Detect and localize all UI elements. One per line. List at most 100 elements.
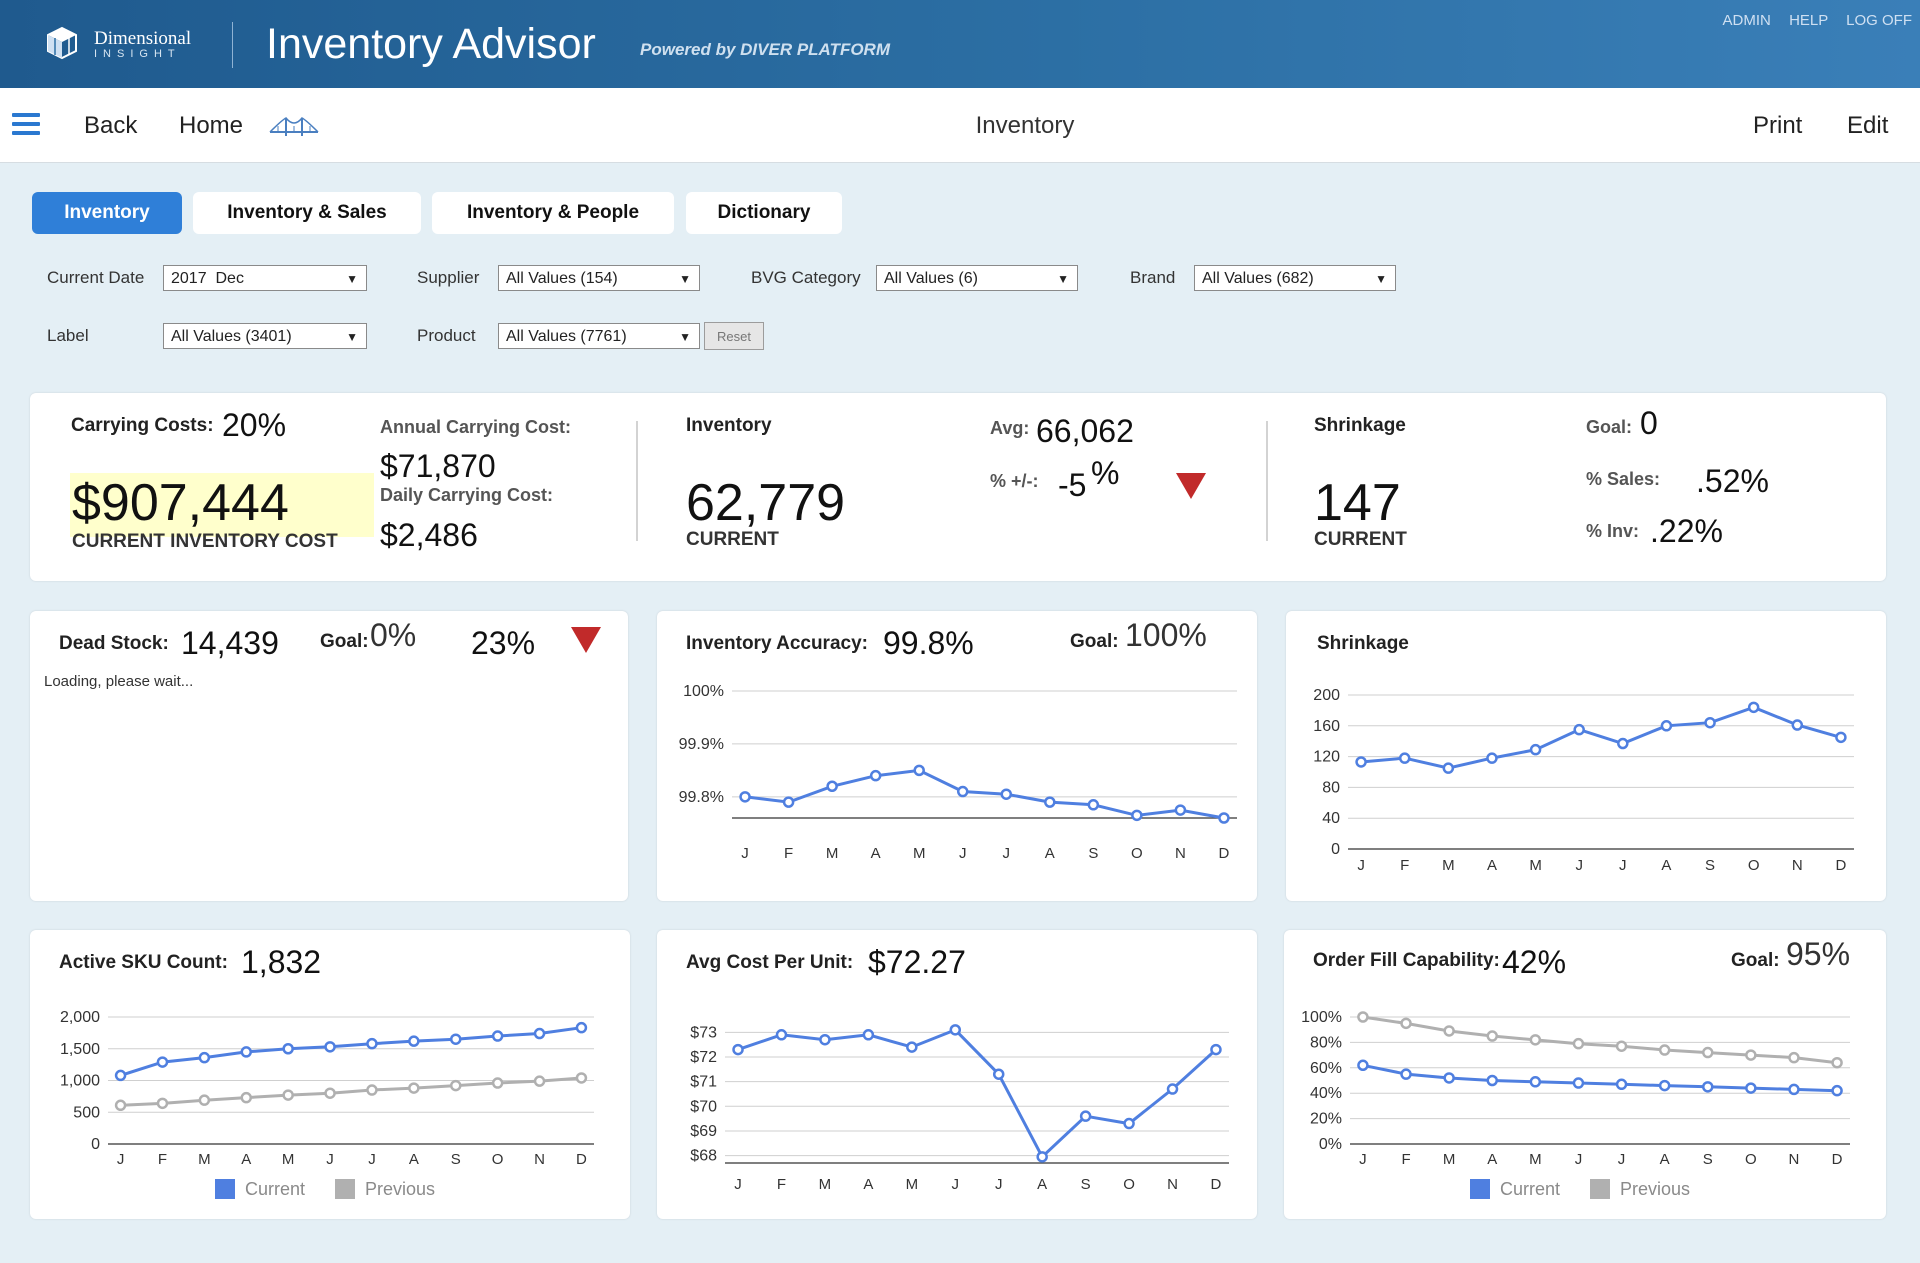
product-select[interactable]: All Values (7761) ▼	[498, 323, 700, 349]
y-tick-label: 1,500	[60, 1041, 100, 1058]
series-line	[1360, 705, 1842, 770]
bvg-category-label: BVG Category	[751, 268, 861, 287]
data-point	[1704, 716, 1716, 729]
tab-dictionary[interactable]: Dictionary	[686, 192, 842, 234]
cube-logo-icon	[47, 26, 77, 60]
x-tick-label: A	[1487, 1151, 1497, 1168]
x-tick-label: J	[734, 1176, 742, 1193]
sku-value: 1,832	[241, 944, 322, 980]
admin-link[interactable]: ADMIN	[1722, 12, 1771, 29]
y-tick-label: 100%	[683, 683, 724, 700]
current-date-select[interactable]: 2017 Dec ▼	[163, 265, 367, 291]
x-tick-label: O	[1745, 1151, 1757, 1168]
data-point	[240, 1091, 253, 1104]
data-point	[1572, 1077, 1585, 1089]
product-label: Product	[417, 326, 476, 345]
tab-inventory-people[interactable]: Inventory & People	[432, 192, 674, 234]
accuracy-goal-label: Goal:	[1070, 631, 1119, 652]
menu-icon[interactable]	[12, 113, 40, 135]
tab-inventory-sales[interactable]: Inventory & Sales	[193, 192, 421, 234]
accuracy-label: Inventory Accuracy:	[686, 633, 868, 654]
order-fill-goal-label: Goal:	[1731, 950, 1780, 971]
legend-label: Current	[245, 1179, 305, 1199]
x-tick-label: J	[959, 845, 967, 862]
data-point	[913, 764, 925, 777]
legend-swatch	[1590, 1179, 1610, 1199]
bvg-category-select[interactable]: All Values (6) ▼	[876, 265, 1078, 291]
x-tick-label: O	[1131, 845, 1143, 862]
x-tick-label: J	[1003, 845, 1011, 862]
shrinkage-card: Shrinkage 0 40 80 120 160 200 J F M A M J J A S O N D	[1286, 611, 1886, 901]
x-tick-label: J	[117, 1151, 125, 1168]
data-point	[782, 796, 795, 808]
order-fill-label: Order Fill Capability:	[1313, 950, 1500, 971]
data-point	[491, 1077, 504, 1089]
y-tick-label: 40%	[1310, 1085, 1342, 1102]
data-point	[1702, 1081, 1714, 1093]
order-fill-goal-value: 95%	[1786, 936, 1851, 972]
back-button[interactable]: Back	[84, 112, 138, 139]
x-tick-label: M	[819, 1176, 832, 1193]
y-tick-label: 0%	[1319, 1136, 1342, 1153]
data-point	[408, 1035, 420, 1047]
x-tick-label: S	[1705, 857, 1715, 874]
x-tick-label: J	[952, 1176, 960, 1193]
x-tick-label: J	[1575, 1151, 1583, 1168]
tab-inventory[interactable]: Inventory	[32, 192, 182, 234]
order-fill-value: 42%	[1502, 944, 1567, 980]
brand-value: All Values (682)	[1202, 270, 1314, 287]
data-point	[1615, 1040, 1628, 1052]
x-tick-label: S	[1081, 1176, 1091, 1193]
print-button[interactable]: Print	[1753, 112, 1803, 139]
annual-carrying-label: Annual Carrying Cost:	[380, 417, 572, 437]
bvg-category-value: All Values (6)	[884, 270, 978, 287]
data-point	[324, 1087, 336, 1099]
data-point	[156, 1056, 169, 1068]
y-tick-label: 99.8%	[679, 789, 724, 806]
x-tick-label: N	[1175, 845, 1186, 862]
inventory-cost-label: CURRENT INVENTORY COST	[72, 531, 338, 547]
logoff-link[interactable]: LOG OFF	[1846, 12, 1912, 29]
home-button[interactable]: Home	[179, 112, 244, 139]
data-point	[198, 1094, 211, 1106]
bridge-icon[interactable]	[268, 116, 320, 138]
logo-text: Dimensional	[94, 28, 192, 49]
x-tick-label: D	[1832, 1151, 1843, 1168]
y-tick-label: 1,000	[60, 1073, 100, 1090]
x-tick-label: M	[1443, 1151, 1456, 1168]
data-point	[1831, 1056, 1843, 1069]
y-tick-label: 120	[1313, 749, 1340, 766]
x-tick-label: F	[777, 1176, 786, 1193]
supplier-select[interactable]: All Values (154) ▼	[498, 265, 700, 291]
reset-button[interactable]: Reset	[704, 322, 764, 350]
label-select[interactable]: All Values (3401) ▼	[163, 323, 367, 349]
help-link[interactable]: HELP	[1789, 12, 1828, 29]
data-point	[198, 1051, 211, 1064]
y-tick-label: 0	[1331, 841, 1340, 858]
sales-pct-label: % Sales:	[1586, 469, 1661, 489]
data-point	[491, 1030, 504, 1042]
data-point	[449, 1033, 462, 1045]
y-tick-label: $70	[690, 1098, 717, 1115]
data-point	[1529, 1076, 1542, 1088]
loading-text: Loading, please wait...	[44, 673, 194, 690]
shrinkage-sub: CURRENT	[1314, 529, 1407, 550]
dead-stock-goal-label: Goal:	[320, 631, 369, 652]
x-tick-label: D	[576, 1151, 587, 1168]
data-point	[1355, 756, 1367, 768]
chevron-down-icon: ▼	[1375, 272, 1387, 286]
x-tick-label: A	[241, 1151, 251, 1168]
y-tick-label: 500	[73, 1104, 100, 1121]
x-tick-label: J	[368, 1151, 376, 1168]
nav-bar: Back Home Inventory Print Edit	[0, 88, 1920, 163]
data-point	[732, 1043, 744, 1056]
shrink-goal-label: Goal:	[1586, 417, 1633, 437]
dimensional-insight-logo[interactable]: Dimensional INSIGHT	[42, 24, 222, 66]
data-point	[1617, 737, 1629, 750]
edit-button[interactable]: Edit	[1847, 112, 1889, 139]
brand-select[interactable]: All Values (682) ▼	[1194, 265, 1396, 291]
x-tick-label: A	[409, 1151, 419, 1168]
data-point	[775, 1029, 788, 1041]
data-point	[1747, 701, 1760, 714]
y-tick-label: 0	[91, 1136, 100, 1153]
